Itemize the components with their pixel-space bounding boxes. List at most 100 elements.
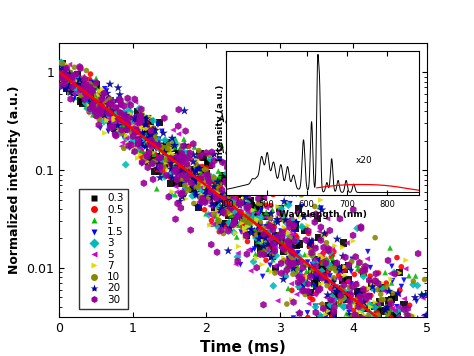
Point [222,204,229,209]
Point [62,65,70,70]
Point [170,162,178,168]
Point [156,120,164,125]
Point [319,255,327,261]
Point [308,237,315,243]
Point [420,324,428,330]
Point [274,234,282,240]
Point [132,120,140,126]
Point [396,287,404,293]
Point [330,313,337,319]
Point [197,174,205,179]
Point [208,149,216,155]
Point [129,129,137,134]
Point [199,195,207,201]
Point [295,310,303,316]
Point [230,191,238,197]
Point [345,262,353,268]
Point [224,157,231,163]
Point [325,309,332,314]
Point [237,199,245,204]
Point [240,217,247,223]
Point [207,172,215,178]
Point [246,220,254,225]
Point [323,258,331,263]
Point [118,119,125,124]
Point [66,90,74,96]
Point [331,292,339,297]
Point [88,99,96,105]
Point [262,203,270,208]
Point [182,167,190,173]
Point [347,292,355,298]
Point [379,338,387,344]
Point [224,193,232,199]
Point [71,95,79,100]
Point [83,90,91,96]
Point [159,147,166,152]
Point [107,100,114,105]
Point [381,288,388,294]
Point [102,112,110,117]
Point [393,308,401,314]
Point [350,336,357,342]
Point [139,111,147,116]
Point [246,221,254,226]
Point [185,166,192,172]
Point [65,84,73,90]
Point [214,179,221,185]
Point [139,117,147,123]
Point [225,194,233,199]
Point [291,220,299,225]
Point [324,280,332,286]
Point [394,292,402,297]
Point [236,203,244,208]
Point [57,68,65,74]
Point [156,155,164,160]
Point [419,313,427,318]
Point [293,269,301,275]
Point [194,185,201,190]
Point [253,179,261,184]
Point [243,251,251,257]
Point [268,269,275,274]
Point [89,88,96,93]
Point [312,310,319,315]
Point [361,334,368,340]
Point [356,268,364,274]
Point [115,116,122,122]
Point [416,340,423,346]
Point [110,131,118,137]
Point [322,278,329,284]
Point [261,238,269,244]
Point [67,79,75,84]
Point [352,254,359,260]
Point [284,247,292,252]
Point [396,330,403,335]
Point [170,154,178,159]
Point [270,189,277,195]
Point [161,161,168,167]
Point [362,298,370,304]
Point [297,269,305,275]
Point [255,191,263,197]
Point [150,140,158,146]
Point [280,246,288,252]
Point [234,173,242,179]
Point [196,153,204,159]
Point [86,81,94,87]
Point [120,146,128,151]
Point [151,129,159,135]
Point [311,283,319,289]
Point [130,126,137,131]
Point [307,242,314,248]
Point [374,307,382,312]
Point [97,108,104,114]
Point [183,155,191,160]
Point [109,108,116,114]
Point [164,144,172,150]
Point [119,140,127,145]
Point [234,258,241,264]
Point [267,211,275,216]
Point [152,146,160,152]
Point [331,297,339,303]
